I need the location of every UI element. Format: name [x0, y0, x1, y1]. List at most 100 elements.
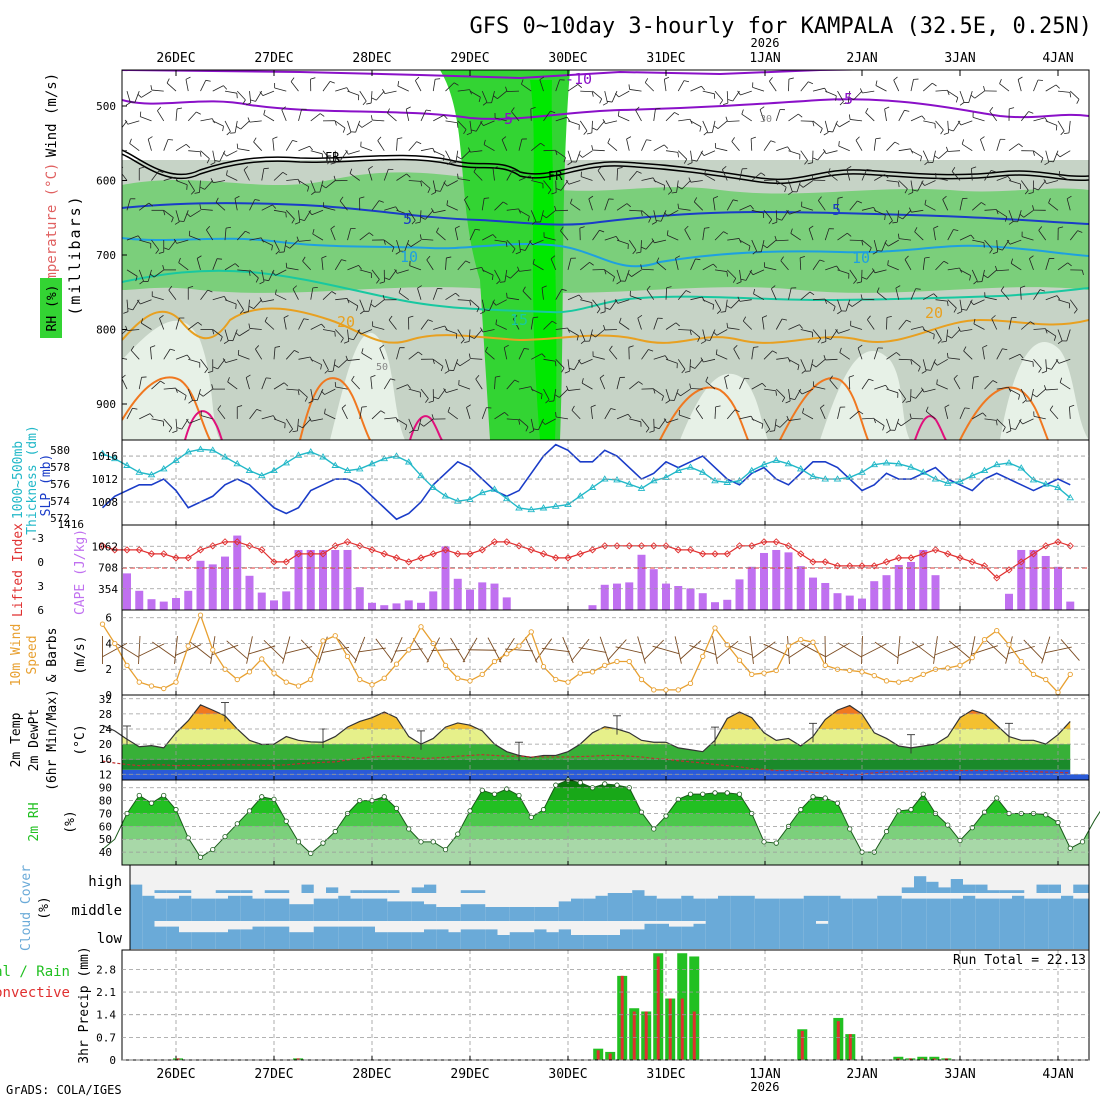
wind-barb	[1057, 329, 1063, 341]
cape-bar	[343, 549, 352, 610]
surface-wind-barb	[599, 636, 610, 664]
lifted-index-point	[931, 546, 940, 554]
wind-barb-flag	[342, 127, 346, 133]
wind-barb	[281, 109, 287, 122]
wind-barb	[506, 208, 519, 211]
wind-barb	[658, 418, 667, 429]
cloud-cell-middle	[999, 898, 1012, 921]
wind-barb	[996, 386, 1009, 390]
thickness-point	[453, 497, 462, 504]
cape-bar	[1005, 593, 1013, 610]
cape-bar	[441, 546, 450, 610]
wind-barb	[1045, 150, 1050, 163]
y-tick-label: 16	[99, 753, 112, 766]
wind-barb-flag	[115, 129, 120, 131]
wind-barb	[616, 168, 619, 181]
wind-speed-point	[589, 669, 596, 675]
thickness-label-1: 1000~500mb	[11, 441, 26, 519]
wind-barb-flag	[248, 323, 251, 329]
wind-barb-flag	[274, 346, 281, 348]
cloud-cell-middle	[975, 898, 988, 921]
lifted-index-point	[980, 562, 989, 570]
wind-barb-flag	[198, 392, 204, 397]
wind-barb	[653, 180, 665, 186]
thickness-point	[380, 454, 389, 462]
wind-barb-flag	[947, 90, 950, 96]
wind-barb-flag	[417, 351, 423, 356]
wind-barb-flag	[683, 80, 690, 83]
thickness-point	[417, 471, 425, 479]
wind-barb	[163, 348, 171, 360]
wind-barb-flag	[861, 240, 864, 246]
surface-wind-barb	[652, 645, 680, 655]
wind-barb	[714, 406, 717, 419]
wind-barb-flag	[551, 320, 557, 325]
wind-barb-flag	[561, 288, 567, 291]
wind-barb-flag	[190, 190, 195, 195]
dewpoint-line	[102, 754, 1071, 776]
wind-barb	[898, 180, 908, 190]
wind-barb	[151, 418, 164, 422]
wind-barb-flag	[1000, 286, 1005, 291]
cloud-cell-low	[901, 921, 914, 949]
wind-barb	[539, 79, 544, 92]
wind-barb-flag	[761, 423, 764, 429]
wind-barb-flag	[690, 366, 696, 369]
wind-barb	[726, 91, 729, 104]
wind-barb	[249, 409, 258, 420]
wind-speed-point	[883, 678, 890, 684]
wind-barb-flag	[158, 251, 164, 254]
rh-point	[798, 807, 804, 813]
wind-barb	[1057, 299, 1070, 304]
cloud-cell-middle	[889, 895, 902, 921]
wind-barb	[138, 377, 142, 390]
wind-barb-flag	[1069, 404, 1075, 408]
thickness-point	[306, 448, 315, 455]
cape-bar	[196, 560, 205, 610]
wind-barb-flag	[447, 407, 451, 412]
wind-barb-flag	[580, 340, 586, 344]
wind-barb	[408, 210, 416, 221]
lifted-index-point	[809, 558, 817, 566]
wind-barb-flag	[638, 381, 643, 385]
rh-point	[393, 805, 400, 811]
cloud-cell-middle	[338, 895, 351, 921]
y-tick-label: 4	[105, 637, 112, 650]
wind-barb	[1008, 210, 1014, 222]
wind-barb	[420, 319, 429, 330]
thickness-point	[429, 483, 438, 491]
cape-bar	[417, 602, 425, 610]
wind-barb-flag	[858, 410, 864, 415]
wind-barb	[405, 109, 410, 121]
wind-label-1: 10m Wind	[9, 624, 24, 687]
wind-barb-flag	[905, 400, 911, 403]
surface-wind-barb	[175, 644, 202, 656]
wind-barb-flag	[737, 90, 741, 96]
wind-barb	[751, 418, 763, 425]
wind-barb	[546, 209, 557, 219]
cloud-cell-middle	[203, 898, 216, 921]
wind-barb-flag	[554, 205, 557, 211]
wind-barb-flag	[999, 78, 1002, 84]
wind-barb	[982, 347, 985, 360]
wind-barb	[673, 388, 679, 401]
surface-wind-barb	[1007, 645, 1035, 655]
wind-barb	[980, 139, 985, 151]
wind-barb-flag	[329, 81, 335, 84]
cloud-cell-high	[1036, 884, 1049, 893]
wind-barb-flag	[973, 318, 976, 324]
cape-bar	[1066, 601, 1075, 610]
wind-barb-flag	[299, 218, 305, 221]
wind-barb	[426, 259, 434, 271]
wind-barb-flag	[571, 405, 575, 411]
cape-bar	[845, 595, 854, 610]
wind-barb-flag	[320, 390, 325, 395]
wind-barb-flag	[560, 226, 564, 232]
wind-barb-flag	[925, 406, 929, 412]
wind-barb-flag	[331, 291, 337, 295]
wind-barb	[1053, 150, 1059, 162]
wind-barb	[1045, 258, 1050, 271]
wind-barb	[200, 118, 213, 122]
cape-bar	[637, 554, 646, 610]
